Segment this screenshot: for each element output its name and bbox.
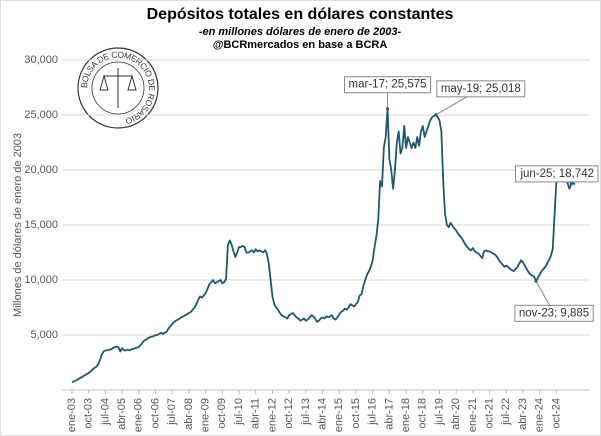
x-tick-label: abr-23 xyxy=(517,398,529,430)
x-tick-label: oct-06 xyxy=(149,398,161,429)
x-tick-label: ene-06 xyxy=(133,398,145,432)
x-tick-label: ene-15 xyxy=(333,398,345,432)
annotation-label: nov-23; 9,885 xyxy=(519,307,589,319)
x-tick-label: ene-24 xyxy=(534,398,546,432)
annotation-box xyxy=(344,76,432,94)
logo: BOLSA DE COMERCIO DE ROSARIO xyxy=(77,47,159,129)
x-tick-label: oct-09 xyxy=(216,398,228,429)
y-tick-label: 30,000 xyxy=(24,54,58,66)
annotation: may-19; 25,018 xyxy=(434,80,526,117)
chart-source: @BCRmercados en base a BCRA xyxy=(213,39,388,51)
chart-subtitle: -en millones dólares de enero de 2003- xyxy=(199,26,402,38)
y-tick-label: 25,000 xyxy=(24,109,58,121)
data-line xyxy=(71,107,576,384)
x-tick-label: oct-18 xyxy=(417,398,429,429)
annotation-label: mar-17; 25,575 xyxy=(349,79,427,91)
x-tick-label: ene-21 xyxy=(467,398,479,432)
annotation-point xyxy=(434,113,438,117)
x-tick-label: oct-12 xyxy=(283,398,295,429)
x-tick-label: abr-05 xyxy=(116,398,128,430)
annotation: nov-23; 9,885 xyxy=(514,279,594,322)
y-tick-label: 5,000 xyxy=(30,329,58,341)
logo-scale xyxy=(99,68,137,108)
x-tick-label: jul-22 xyxy=(500,398,512,426)
y-tick-label: 20,000 xyxy=(24,164,58,176)
annotation-box xyxy=(514,304,594,322)
x-tick-label: oct-21 xyxy=(484,398,496,429)
x-tick-label: ene-09 xyxy=(200,398,212,432)
x-tick-label: ene-18 xyxy=(400,398,412,432)
x-tick-label: jul-16 xyxy=(367,398,379,426)
x-tick-label: jul-13 xyxy=(300,398,312,426)
x-tick-label: jul-19 xyxy=(433,398,445,426)
x-tick-label: oct-24 xyxy=(550,398,562,429)
x-tick-label: jul-10 xyxy=(233,398,245,426)
annotation-box xyxy=(514,165,599,183)
x-tick-label: abr-11 xyxy=(250,398,262,429)
x-tick-label: ene-12 xyxy=(266,398,278,432)
y-tick-label: 15,000 xyxy=(24,219,58,231)
annotation-box xyxy=(436,80,526,98)
x-tick-label: abr-20 xyxy=(450,398,462,430)
x-tick-label: abr-08 xyxy=(183,398,195,430)
y-tick-label: 10,000 xyxy=(24,274,58,286)
annotation-point xyxy=(569,182,573,186)
annotation-label: may-19; 25,018 xyxy=(441,83,521,95)
annotation-label: jun-25; 18,742 xyxy=(519,168,594,180)
x-tick-label: abr-17 xyxy=(383,398,395,430)
y-axis-label: Millones de dólares de enero de 2003 xyxy=(12,133,24,317)
x-tick-label: jul-04 xyxy=(99,398,111,426)
chart-title: Depósitos totales en dólares constantes xyxy=(147,6,454,23)
annotation-point xyxy=(534,279,538,283)
annotation: mar-17; 25,575 xyxy=(344,76,432,111)
logo-inner xyxy=(91,61,145,115)
x-tick-label: oct-03 xyxy=(83,398,95,429)
x-tick-label: oct-15 xyxy=(350,398,362,429)
x-tick-label: jul-07 xyxy=(166,398,178,426)
annotation-point xyxy=(386,107,390,111)
x-tick-label: ene-03 xyxy=(66,398,78,432)
x-tick-label: abr-14 xyxy=(316,398,328,430)
annotation: jun-25; 18,742 xyxy=(514,165,599,186)
